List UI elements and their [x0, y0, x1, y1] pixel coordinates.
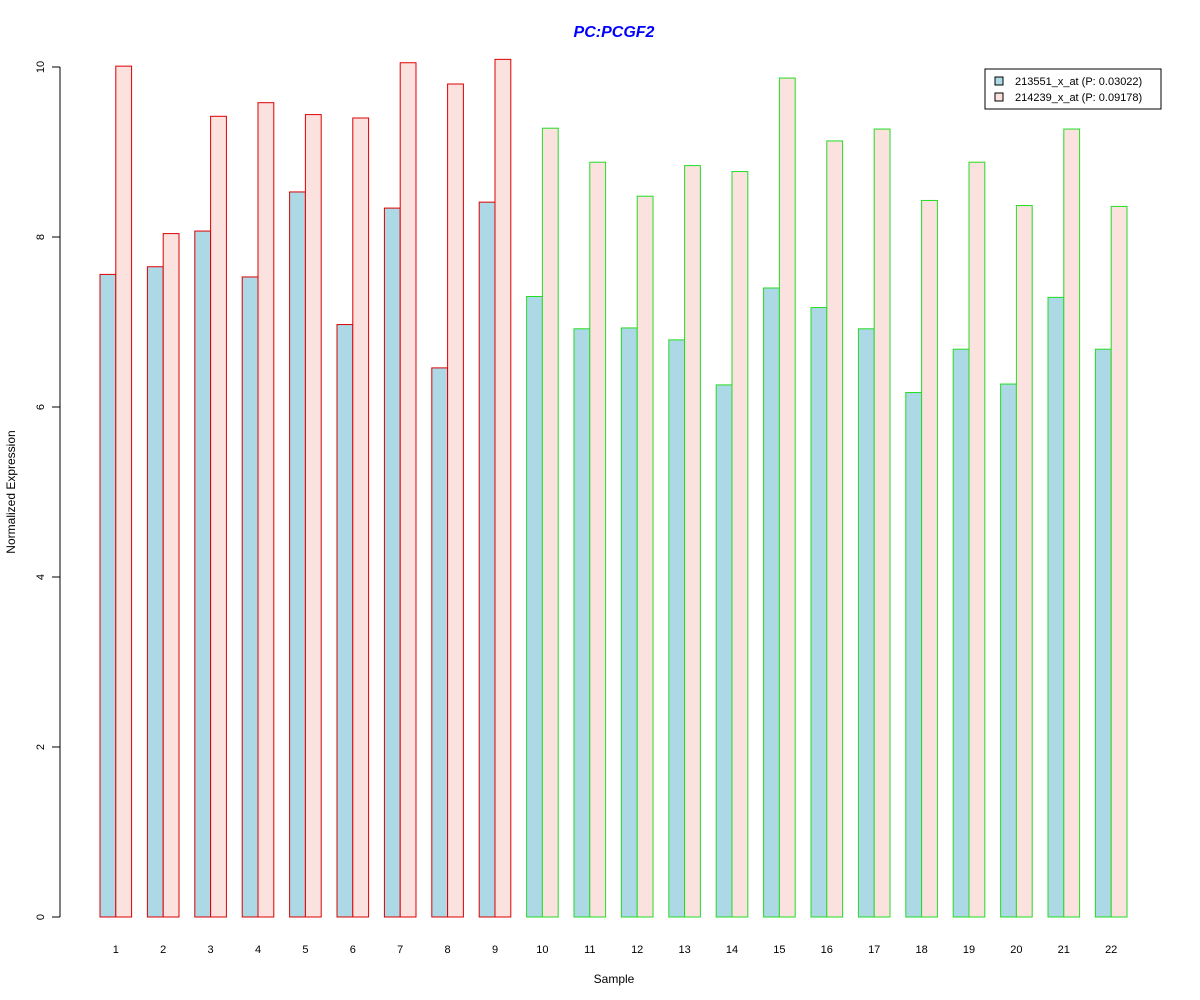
bar-sample-1-series-2 [115, 65, 133, 918]
x-tick-label: 3 [208, 944, 214, 956]
x-tick-label: 6 [350, 944, 356, 956]
x-tick-label: 7 [397, 944, 403, 956]
bar-sample-6-series-2 [352, 117, 370, 918]
x-tick-label: 10 [536, 944, 548, 956]
x-tick-label: 17 [868, 944, 880, 956]
bar-sample-10-series-2 [541, 127, 559, 918]
bar-sample-1-series-1 [99, 273, 117, 918]
x-tick-label: 16 [821, 944, 833, 956]
bar-sample-12-series-2 [636, 195, 654, 918]
y-tick-label: 0 [35, 914, 47, 920]
legend-label: 214239_x_at (P: 0.09178) [1015, 92, 1142, 104]
legend-box [984, 68, 1162, 110]
bar-sample-20-series-1 [1000, 383, 1017, 918]
bar-sample-2-series-2 [162, 233, 180, 918]
x-tick-label: 4 [255, 944, 261, 956]
bar-sample-22-series-1 [1094, 348, 1112, 918]
bar-sample-14-series-1 [715, 384, 733, 918]
x-axis-title: Sample [594, 972, 635, 986]
chart-title: PC:PCGF2 [574, 24, 655, 41]
y-tick-label: 4 [35, 574, 47, 580]
bar-sample-3-series-1 [194, 230, 212, 918]
bar-sample-6-series-1 [336, 324, 354, 918]
x-tick-label: 20 [1010, 944, 1022, 956]
bar-sample-4-series-2 [257, 102, 275, 918]
x-tick-label: 1 [113, 944, 119, 956]
bar-sample-22-series-2 [1110, 205, 1128, 918]
x-tick-label: 9 [492, 944, 498, 956]
bar-sample-16-series-1 [810, 307, 828, 918]
x-tick-label: 5 [302, 944, 308, 956]
x-tick-label: 15 [773, 944, 785, 956]
legend-swatch [994, 92, 1004, 102]
y-tick-label: 6 [35, 404, 47, 410]
bar-sample-9-series-1 [478, 201, 496, 918]
x-tick-label: 2 [160, 944, 166, 956]
x-tick-label: 21 [1058, 944, 1070, 956]
bar-sample-15-series-1 [763, 287, 780, 918]
bar-sample-5-series-2 [304, 114, 322, 918]
bar-sample-8-series-1 [431, 367, 449, 918]
bar-sample-7-series-2 [399, 62, 417, 918]
bar-sample-7-series-1 [383, 207, 401, 918]
bar-sample-11-series-1 [573, 328, 591, 918]
bar-sample-21-series-1 [1047, 296, 1065, 918]
y-tick-label: 8 [35, 234, 47, 240]
x-tick-label: 13 [678, 944, 690, 956]
bar-sample-20-series-2 [1015, 205, 1033, 918]
bar-sample-5-series-1 [289, 191, 306, 918]
x-tick-label: 22 [1105, 944, 1117, 956]
x-tick-label: 18 [915, 944, 927, 956]
bars-group [99, 58, 1128, 918]
bar-sample-3-series-2 [210, 115, 227, 918]
bar-sample-21-series-2 [1063, 128, 1081, 918]
bar-sample-2-series-1 [146, 266, 164, 918]
bar-sample-18-series-1 [905, 392, 923, 918]
legend: 213551_x_at (P: 0.03022) 214239_x_at (P: … [984, 68, 1162, 110]
x-tick-label: 14 [726, 944, 738, 956]
legend-swatch [994, 76, 1004, 86]
y-axis: 0 2 4 6 8 10 [35, 61, 61, 920]
bar-sample-12-series-1 [620, 327, 638, 918]
bar-sample-19-series-1 [952, 348, 970, 918]
bar-sample-13-series-1 [668, 339, 686, 918]
y-axis-title: Normalized Expression [4, 430, 18, 553]
y-tick-label: 10 [35, 61, 47, 73]
x-tick-label: 11 [584, 944, 595, 956]
x-tick-label: 12 [631, 944, 643, 956]
bar-sample-18-series-2 [921, 199, 938, 918]
bar-sample-13-series-2 [684, 165, 701, 918]
bar-sample-15-series-2 [778, 77, 796, 918]
bar-sample-14-series-2 [731, 171, 749, 918]
y-tick-label: 2 [35, 744, 47, 750]
legend-label: 213551_x_at (P: 0.03022) [1015, 76, 1142, 88]
bar-sample-10-series-1 [526, 296, 543, 918]
x-axis-labels: 1 2 3 4 5 6 7 8 9 10 11 12 13 14 15 16 17 18 19 20 21 22 [113, 944, 1118, 956]
bar-sample-17-series-1 [857, 328, 875, 918]
bar-sample-19-series-2 [968, 161, 986, 918]
bar-sample-9-series-2 [494, 58, 512, 918]
x-tick-label: 19 [963, 944, 975, 956]
bar-sample-8-series-2 [447, 83, 464, 918]
bar-sample-16-series-2 [826, 140, 844, 918]
bar-sample-11-series-2 [589, 161, 607, 918]
bar-sample-17-series-2 [873, 128, 891, 918]
bar-sample-4-series-1 [241, 276, 259, 918]
x-tick-label: 8 [445, 944, 451, 956]
